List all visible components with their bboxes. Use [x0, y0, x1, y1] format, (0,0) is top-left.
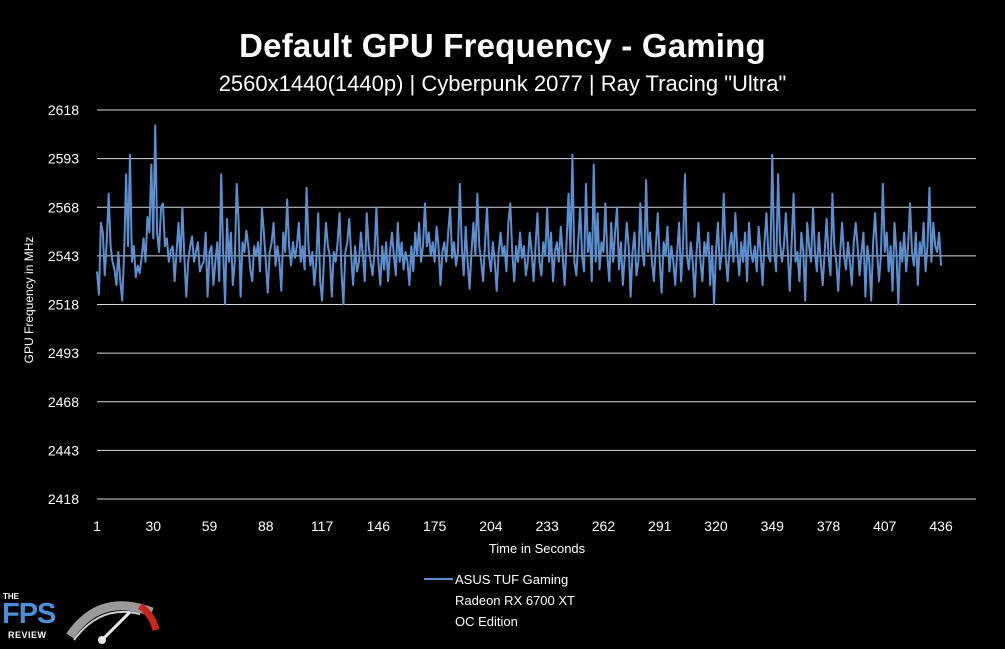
- y-tick-label: 2568: [48, 199, 79, 215]
- y-axis-ticks: 2418 2443 2468 2493 2518 2543 2568 2593 2618: [48, 102, 79, 507]
- logo-fps-text: FPS: [2, 598, 56, 630]
- x-tick-label: 88: [258, 518, 274, 534]
- x-tick-label: 320: [704, 518, 728, 534]
- y-tick-label: 2593: [48, 151, 79, 167]
- x-tick-label: 291: [648, 518, 672, 534]
- series-line-0: [96, 124, 943, 306]
- logo-review-text: REVIEW: [8, 630, 47, 640]
- chart-subtitle: 2560x1440(1440p) | Cyberpunk 2077 | Ray …: [218, 71, 787, 96]
- x-tick-label: 407: [873, 518, 897, 534]
- x-axis-label: Time in Seconds: [489, 541, 586, 556]
- legend-swatch: [424, 578, 453, 580]
- chart-title: Default GPU Frequency - Gaming: [239, 27, 766, 64]
- legend: ASUS TUF Gaming Radeon RX 6700 XT OC Edi…: [424, 569, 575, 632]
- y-tick-label: 2518: [48, 297, 79, 313]
- x-tick-label: 262: [592, 518, 616, 534]
- speedometer-icon: [66, 601, 160, 644]
- y-tick-label: 2618: [48, 102, 79, 118]
- x-axis-ticks: 1 30 59 88 117 146 175 204 233 262 291 320 349 378 407…: [93, 518, 953, 534]
- y-tick-label: 2493: [48, 345, 79, 361]
- x-tick-label: 146: [367, 518, 391, 534]
- x-tick-label: 233: [535, 518, 559, 534]
- x-tick-label: 117: [311, 518, 334, 534]
- title-block: Default GPU Frequency - Gaming 2560x1440…: [0, 26, 1005, 98]
- x-tick-label: 378: [817, 518, 841, 534]
- x-tick-label: 175: [423, 518, 447, 534]
- y-axis-label: GPU Frequency in MHz: [22, 237, 36, 364]
- x-tick-label: 59: [202, 518, 218, 534]
- x-tick-label: 349: [761, 518, 785, 534]
- x-tick-label: 30: [145, 518, 161, 534]
- y-tick-label: 2418: [48, 491, 79, 507]
- logo-the-text: THE: [3, 592, 19, 601]
- x-tick-label: 436: [929, 518, 953, 534]
- legend-label: ASUS TUF Gaming Radeon RX 6700 XT OC Edi…: [455, 572, 575, 629]
- x-tick-label: 204: [479, 518, 503, 534]
- gridlines: [97, 109, 976, 500]
- y-tick-label: 2543: [48, 248, 79, 264]
- series-lines: [96, 124, 943, 306]
- x-tick-label: 1: [93, 518, 101, 534]
- fps-review-logo: THE FPS REVIEW: [0, 584, 165, 646]
- y-tick-label: 2443: [48, 442, 79, 458]
- y-tick-label: 2468: [48, 394, 79, 410]
